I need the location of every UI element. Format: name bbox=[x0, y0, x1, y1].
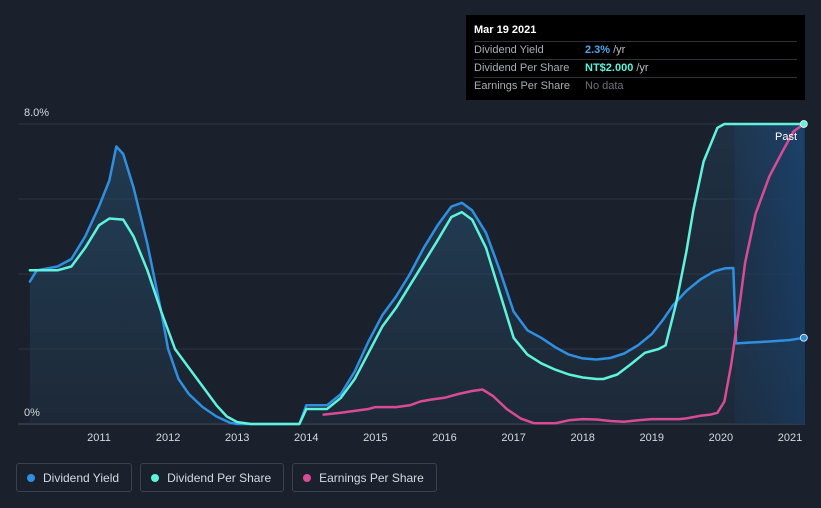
legend-label: Dividend Per Share bbox=[167, 470, 272, 485]
y-tick-label: 8.0% bbox=[24, 107, 49, 119]
x-tick-label: 2016 bbox=[432, 432, 456, 444]
x-tick-label: 2011 bbox=[87, 432, 111, 444]
past-label: Past bbox=[775, 131, 797, 143]
tooltip-label: Earnings Per Share bbox=[474, 80, 570, 92]
x-tick-label: 2017 bbox=[501, 432, 525, 444]
x-tick-label: 2019 bbox=[640, 432, 664, 444]
tooltip-value: NT$2.000 bbox=[585, 62, 634, 74]
x-tick-label: 2021 bbox=[778, 432, 802, 444]
series-line-earnings-per-share bbox=[322, 122, 806, 425]
tooltip-unit: /yr bbox=[636, 62, 649, 74]
tooltip-date: Mar 19 2021 bbox=[474, 23, 797, 42]
series-line-dividend-per-share bbox=[28, 122, 806, 426]
tooltip-unit: /yr bbox=[613, 44, 626, 56]
tooltip-value: No data bbox=[585, 80, 624, 92]
legend-item-dividend-yield[interactable]: Dividend Yield bbox=[16, 463, 133, 492]
series-lines bbox=[28, 122, 806, 426]
x-axis-labels: 2011 2012 2013 2014 2015 2016 2017 2018 2019 2020… bbox=[87, 432, 802, 444]
legend-item-dividend-per-share[interactable]: Dividend Per Share bbox=[140, 463, 285, 492]
y-tick-label: 0% bbox=[24, 407, 40, 419]
tooltip-row-earnings-per-share: Earnings Per Share No data bbox=[474, 78, 797, 95]
tooltip-row-dividend-per-share: Dividend Per Share NT$2.000 /yr bbox=[474, 60, 797, 78]
tooltip-label: Dividend Yield bbox=[474, 44, 544, 56]
legend-dot-icon bbox=[27, 473, 35, 482]
series-line-dividend-yield bbox=[28, 145, 806, 426]
tooltip: Mar 19 2021 Dividend Yield 2.3% /yr Divi… bbox=[466, 15, 805, 100]
legend-item-earnings-per-share[interactable]: Earnings Per Share bbox=[292, 463, 437, 492]
end-marker-dividend-yield bbox=[799, 333, 808, 342]
x-tick-label: 2018 bbox=[570, 432, 594, 444]
legend-label: Dividend Yield bbox=[43, 470, 120, 485]
tooltip-row-dividend-yield: Dividend Yield 2.3% /yr bbox=[474, 42, 797, 60]
end-marker-dividend-per-share bbox=[799, 120, 808, 128]
x-tick-label: 2012 bbox=[156, 432, 180, 444]
tooltip-value: 2.3% bbox=[585, 44, 611, 56]
legend-dot-icon bbox=[303, 473, 312, 482]
x-tick-label: 2020 bbox=[709, 432, 733, 444]
x-tick-label: 2013 bbox=[225, 432, 249, 444]
legend-label: Earnings Per Share bbox=[319, 470, 424, 485]
y-axis-labels: 8.0% 0% bbox=[24, 107, 49, 419]
tooltip-label: Dividend Per Share bbox=[474, 62, 570, 74]
legend-dot-icon bbox=[151, 473, 160, 482]
x-tick-label: 2015 bbox=[363, 432, 387, 444]
x-tick-label: 2014 bbox=[294, 432, 318, 444]
end-markers bbox=[799, 120, 808, 342]
legend: Dividend Yield Dividend Per Share Earnin… bbox=[16, 463, 437, 492]
